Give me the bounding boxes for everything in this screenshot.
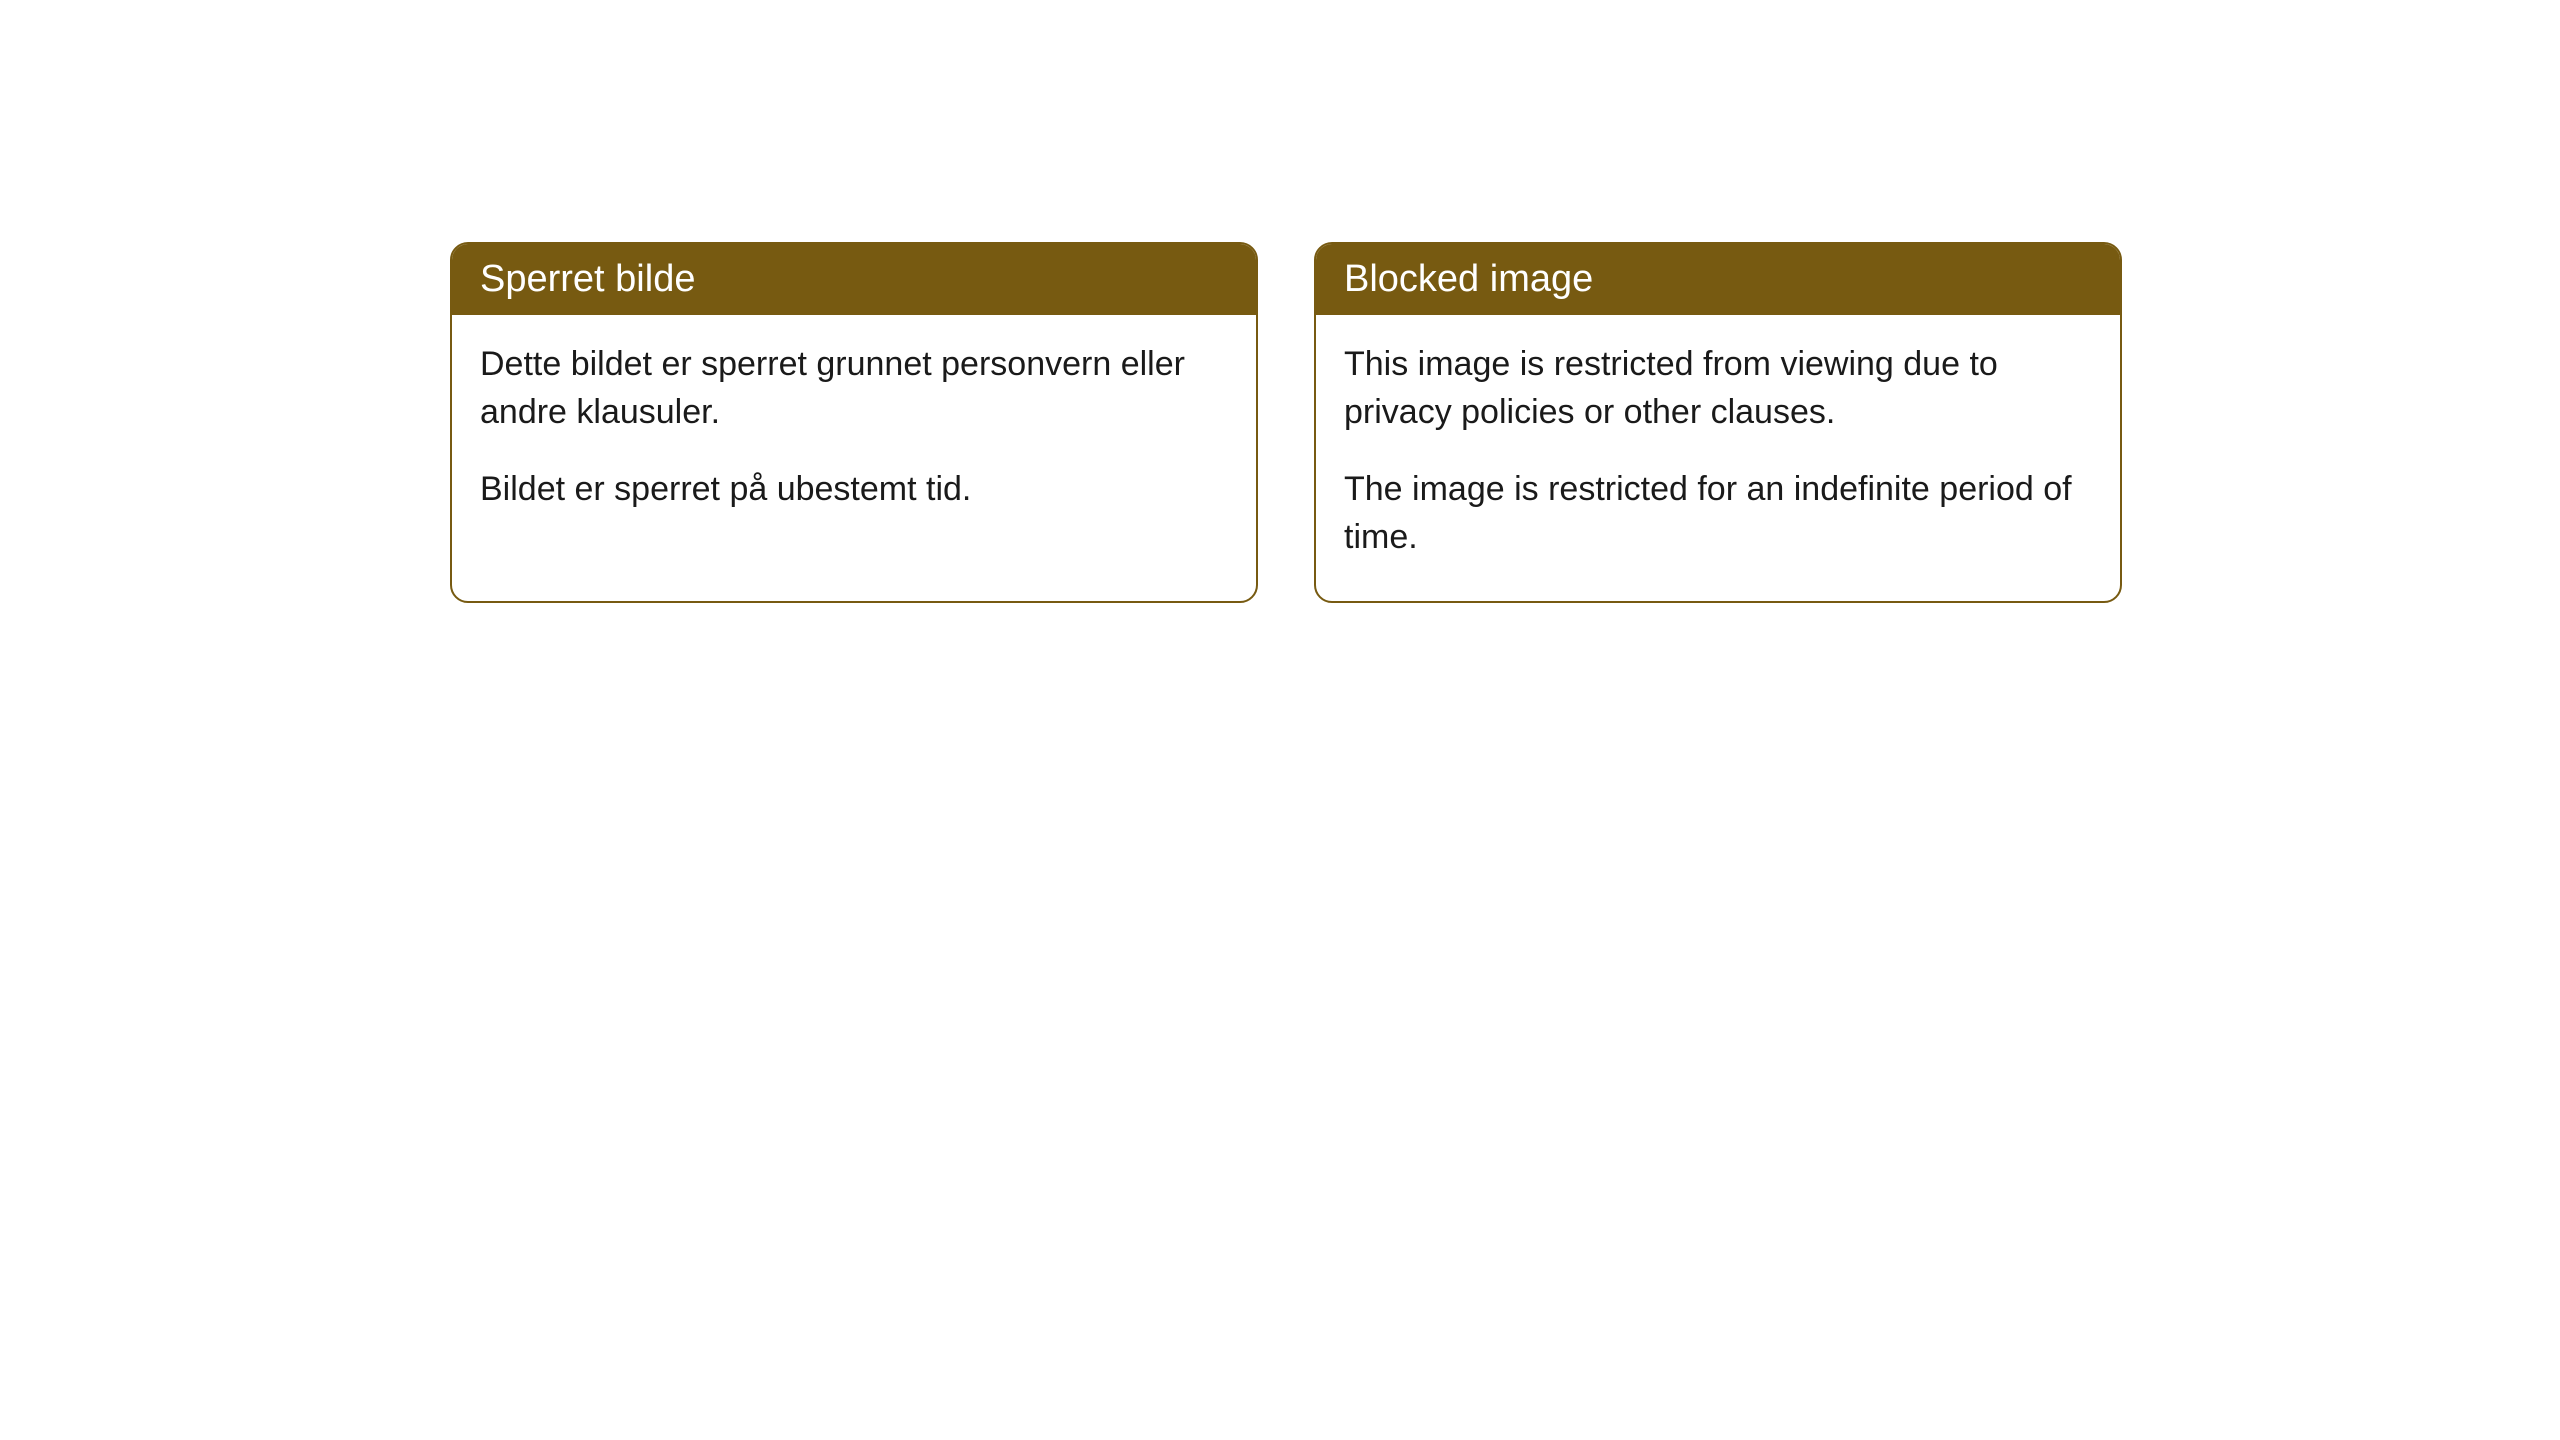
card-paragraph-en-1: This image is restricted from viewing du… — [1344, 341, 2092, 436]
card-paragraph-no-2: Bildet er sperret på ubestemt tid. — [480, 466, 1228, 514]
card-title-en: Blocked image — [1344, 258, 1593, 300]
card-title-no: Sperret bilde — [480, 258, 695, 300]
notice-container: Sperret bilde Dette bildet er sperret gr… — [0, 0, 2560, 603]
card-header-no: Sperret bilde — [452, 244, 1256, 315]
blocked-image-card-en: Blocked image This image is restricted f… — [1314, 242, 2122, 603]
card-paragraph-en-2: The image is restricted for an indefinit… — [1344, 466, 2092, 561]
card-paragraph-no-1: Dette bildet er sperret grunnet personve… — [480, 341, 1228, 436]
blocked-image-card-no: Sperret bilde Dette bildet er sperret gr… — [450, 242, 1258, 603]
card-body-en: This image is restricted from viewing du… — [1316, 315, 2120, 601]
card-body-no: Dette bildet er sperret grunnet personve… — [452, 315, 1256, 554]
card-header-en: Blocked image — [1316, 244, 2120, 315]
